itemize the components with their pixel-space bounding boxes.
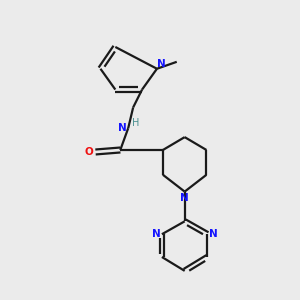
Text: N: N [157,59,165,69]
Text: O: O [84,147,93,157]
Text: N: N [152,229,160,239]
Text: H: H [132,118,140,128]
Text: N: N [180,193,189,202]
Text: N: N [209,229,218,239]
Text: N: N [118,123,127,133]
